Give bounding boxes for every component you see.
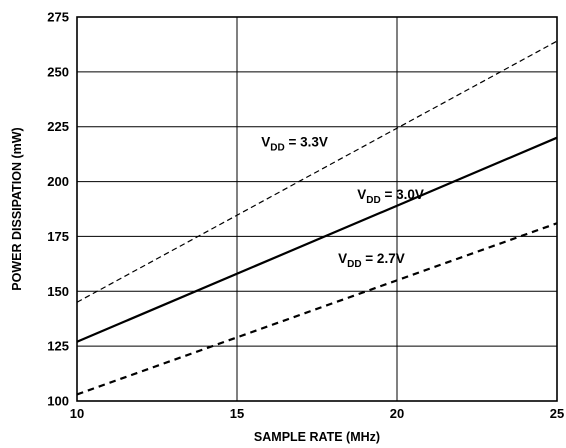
series-label-2: VDD = 2.7V (338, 251, 405, 270)
series-label-prefix: V (338, 251, 347, 266)
y-tick-label: 125 (47, 339, 69, 354)
series-label-subscript: DD (270, 142, 284, 153)
y-tick-label: 250 (47, 64, 69, 79)
series-label-suffix: = 3.3V (285, 134, 328, 149)
series-label-subscript: DD (366, 195, 380, 206)
plot-frame (76, 16, 558, 402)
series-line-1 (76, 136, 558, 343)
y-tick-labels: 100 125 150 175 200 225 250 275 (47, 10, 69, 409)
y-axis-label: POWER DISSIPATION (mW) (10, 127, 24, 290)
series-label-prefix: V (261, 134, 270, 149)
y-tick-label: 175 (47, 229, 69, 244)
series-label-1: VDD = 3.0V (357, 187, 424, 206)
series-label-subscript: DD (347, 259, 361, 270)
x-tick-labels: 10 15 20 25 (70, 406, 564, 421)
series-label-prefix: V (357, 187, 366, 202)
x-tick-label: 15 (230, 406, 244, 421)
x-tick-label: 25 (550, 406, 564, 421)
x-axis-label: SAMPLE RATE (MHz) (254, 430, 380, 444)
series-label-0: VDD = 3.3V (261, 134, 328, 153)
y-tick-label: 100 (47, 394, 69, 409)
y-tick-label: 225 (47, 119, 69, 134)
y-tick-label: 150 (47, 284, 69, 299)
series-label-suffix: = 2.7V (362, 251, 405, 266)
y-tick-label: 275 (47, 10, 69, 25)
y-tick-label: 200 (47, 174, 69, 189)
x-tick-label: 20 (390, 406, 404, 421)
x-tick-label: 10 (70, 406, 84, 421)
series-line-2 (76, 222, 558, 396)
series-lines (76, 40, 558, 396)
series-label-suffix: = 3.0V (381, 187, 424, 202)
series-line-0 (76, 40, 558, 303)
grid (76, 16, 558, 402)
